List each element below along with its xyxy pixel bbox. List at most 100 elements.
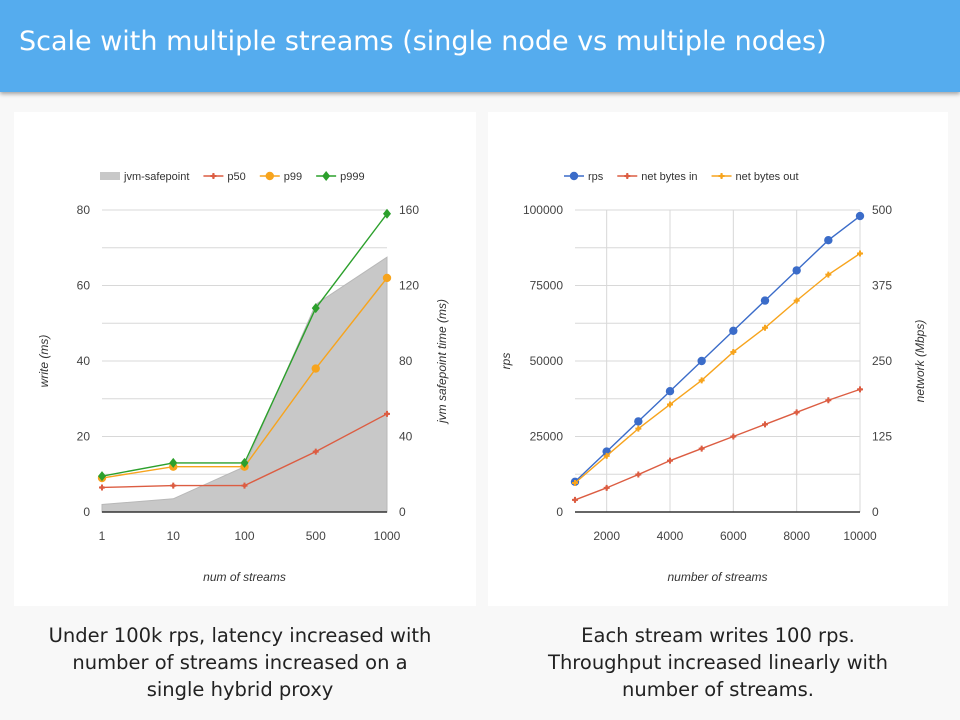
y-tick-label: 80 (77, 203, 91, 217)
slide-title: Scale with multiple streams (single node… (19, 26, 827, 57)
data-point-p999 (383, 208, 391, 219)
data-point-net bytes in-dot (604, 486, 609, 490)
y-tick-label: 20 (77, 430, 91, 444)
caption-line: Under 100k rps, latency increased with (48, 624, 432, 647)
x-tick-label: 10 (167, 529, 181, 543)
x-tick-label: 4000 (657, 529, 684, 543)
data-point-net bytes out-dot (604, 454, 609, 458)
data-point-rps (729, 326, 738, 335)
data-point-rps (824, 236, 833, 245)
caption-line: number of streams increased on a (72, 651, 408, 674)
y2-tick-label: 0 (872, 505, 879, 519)
x-axis-title: num of streams (203, 570, 286, 584)
data-point-rps (760, 296, 770, 305)
y-tick-label: 100000 (523, 203, 563, 217)
x-tick-label: 6000 (720, 529, 747, 543)
y2-tick-label: 375 (872, 279, 892, 293)
y-tick-label: 0 (83, 505, 90, 519)
x-axis-title: number of streams (667, 570, 767, 584)
latency-chart: 0 20 40 60 80 0 40 80 120 160 1 10 100 500 1000 num of … (37, 171, 449, 584)
slide-header: Scale with multiple streams (single node… (0, 0, 960, 92)
data-point-net bytes in-dot (794, 410, 799, 415)
y-tick-label: 40 (77, 354, 91, 368)
legend-swatch-jvm-safepoint (100, 172, 120, 180)
data-point-net bytes out-dot (573, 481, 577, 485)
y-tick-label: 0 (556, 505, 563, 519)
data-point-p999 (311, 303, 320, 314)
data-point-net bytes out-dot (794, 298, 799, 303)
data-point-p50-dot (385, 412, 389, 416)
data-point-p999 (169, 457, 178, 468)
throughput-chart-panel: 0 25000 50000 75000 100000 0 125 250 375 500 2000 4… (488, 112, 948, 606)
throughput-caption: Each stream writes 100 rps. Throughput i… (488, 622, 948, 703)
legend-marker-p99 (265, 171, 274, 181)
y2-tick-label: 500 (872, 203, 892, 217)
caption-line: single hybrid proxy (146, 678, 334, 701)
data-point-net bytes in-dot (668, 458, 672, 463)
data-point-net bytes out-dot (731, 350, 736, 354)
caption-line: Throughput increased linearly with (548, 651, 888, 674)
data-point-net bytes out-dot (826, 272, 831, 277)
caption-line: number of streams. (622, 678, 814, 701)
legend-marker-p999 (322, 171, 331, 181)
caption-line: Each stream writes 100 rps. (581, 624, 855, 647)
data-point-net bytes in-dot (699, 446, 704, 451)
throughput-chart: 0 25000 50000 75000 100000 0 125 250 375 500 2000 4… (499, 171, 927, 584)
data-point-net bytes out-dot (763, 325, 767, 330)
legend-marker-net bytes out-dot (719, 174, 724, 178)
x-tick-label: 10000 (843, 529, 877, 543)
y-tick-label: 75000 (530, 279, 564, 293)
legend-marker-rps (569, 171, 579, 181)
data-point-rps (665, 387, 675, 396)
data-point-net bytes in-dot (636, 472, 641, 477)
data-point-net bytes in-dot (826, 398, 831, 403)
y2-tick-label: 125 (872, 430, 892, 444)
legend-label-rps: rps (588, 171, 604, 183)
y2-tick-label: 250 (872, 354, 892, 368)
data-point-net bytes in-dot (731, 434, 736, 439)
y2-tick-label: 40 (399, 430, 413, 444)
data-point-p99 (311, 364, 320, 373)
y2-tick-label: 0 (399, 505, 406, 519)
data-point-p99 (382, 273, 392, 283)
series-line-net bytes in (574, 388, 861, 501)
data-point-net bytes out-dot (668, 402, 672, 407)
data-point-net bytes in-dot (763, 422, 767, 427)
data-point-p50-dot (313, 449, 318, 454)
y-axis-title: write (ms) (37, 335, 51, 388)
y2-axis-title: jvm safepoint time (ms) (435, 299, 449, 425)
data-point-net bytes in-dot (573, 498, 577, 502)
data-point-net bytes out-dot (636, 426, 641, 431)
legend-label-p99: p99 (284, 171, 302, 183)
legend-label-p50: p50 (227, 171, 245, 183)
x-tick-label: 1000 (374, 529, 401, 543)
x-tick-label: 100 (234, 529, 254, 543)
y-tick-label: 50000 (530, 354, 564, 368)
series-line-rps (574, 215, 861, 483)
latency-chart-panel: 0 20 40 60 80 0 40 80 120 160 1 10 100 500 1000 num of … (14, 112, 476, 606)
y2-tick-label: 80 (399, 354, 413, 368)
y-axis-title: rps (499, 353, 513, 370)
data-point-p50-dot (242, 483, 247, 488)
data-point-net bytes out-dot (699, 378, 704, 383)
y2-axis-title: network (Mbps) (913, 320, 927, 403)
data-point-p50-dot (100, 485, 104, 490)
legend-marker-net bytes in-dot (625, 174, 630, 178)
data-point-p999 (240, 457, 249, 468)
data-point-rps (634, 417, 643, 426)
legend-label-net bytes in: net bytes in (641, 171, 697, 183)
data-point-p999 (98, 471, 106, 482)
data-point-net bytes in-dot (858, 387, 862, 392)
latency-caption: Under 100k rps, latency increased with n… (10, 622, 470, 703)
x-tick-label: 1 (99, 529, 106, 543)
data-point-rps (697, 356, 706, 366)
y2-tick-label: 120 (399, 279, 419, 293)
x-tick-label: 2000 (593, 529, 620, 543)
y-tick-label: 60 (77, 279, 91, 293)
legend-label-p999: p999 (340, 171, 364, 183)
legend-label-net bytes out: net bytes out (736, 171, 799, 183)
x-tick-label: 8000 (783, 529, 810, 543)
data-point-rps (855, 211, 865, 221)
data-point-p50-dot (171, 483, 176, 488)
legend-label-jvm-safepoint: jvm-safepoint (123, 171, 189, 183)
